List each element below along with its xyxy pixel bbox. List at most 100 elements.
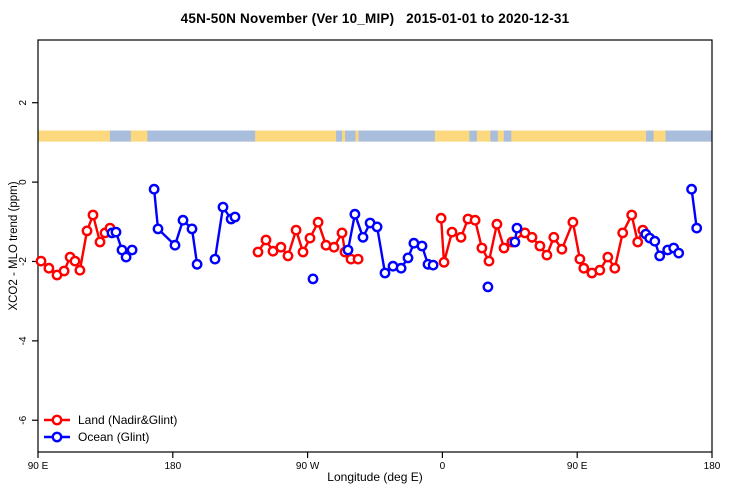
land-data-point <box>567 216 579 228</box>
land-data-point <box>81 225 93 237</box>
ocean-data-point <box>482 281 494 293</box>
axes <box>37 39 713 453</box>
land-data-point <box>282 250 294 262</box>
legend-marker <box>51 414 63 426</box>
legend-entry-ocean: Ocean (Glint) <box>44 430 149 444</box>
land-data-point <box>446 226 458 238</box>
ocean-series-line <box>152 187 199 266</box>
ocean-data-point <box>342 244 354 256</box>
land-data-point <box>526 231 538 243</box>
land-data-point <box>483 255 495 267</box>
land-ocean-band <box>38 130 712 142</box>
land-data-point <box>275 241 287 253</box>
ocean-data-point <box>177 214 189 226</box>
legend-label: Ocean (Glint) <box>78 430 149 444</box>
ocean-data-point <box>152 223 164 235</box>
ocean-data-point <box>217 201 229 213</box>
x-tick-label: 90 E <box>567 461 588 472</box>
land-data-point <box>252 246 264 258</box>
x-tick-label: 90 W <box>296 461 320 472</box>
ocean-data-point <box>511 222 523 234</box>
land-data-point <box>632 236 644 248</box>
y-axis: 2 0 -2 -4 -6 <box>18 99 38 425</box>
ocean-data-point <box>649 235 661 247</box>
ocean-data-point <box>686 183 697 195</box>
ocean-data-point <box>229 211 241 223</box>
ocean-data-point <box>120 251 132 263</box>
land-series <box>35 209 649 281</box>
land-data-point <box>602 251 614 263</box>
x-axis-label: Longitude (deg E) <box>327 470 423 484</box>
plot-border <box>37 39 713 453</box>
land-data-point <box>267 245 279 257</box>
band-ocean-segment <box>336 130 343 142</box>
y-tick-label: -4 <box>18 336 29 345</box>
band-ocean-segment <box>469 130 477 142</box>
land-data-point <box>304 232 316 244</box>
ocean-data-point <box>379 267 391 279</box>
land-data-point <box>594 264 606 276</box>
land-data-point <box>498 242 510 254</box>
ocean-data-point <box>110 226 122 238</box>
land-data-point <box>297 246 309 258</box>
land-data-point <box>438 256 450 268</box>
land-data-point <box>352 253 364 265</box>
ocean-series-line <box>690 187 698 230</box>
x-tick-label: 180 <box>704 461 721 472</box>
land-data-point <box>43 262 55 274</box>
y-tick-label: -2 <box>18 257 29 266</box>
ocean-data-point <box>402 252 414 264</box>
x-tick-label: 0 <box>440 461 446 472</box>
x-tick-label: 180 <box>164 461 181 472</box>
land-data-point <box>35 255 47 267</box>
band-ocean-segment <box>503 130 512 142</box>
band-ocean-segment <box>345 130 356 142</box>
land-data-point <box>534 240 546 252</box>
ocean-data-point <box>371 221 383 233</box>
ocean-data-point <box>191 258 203 270</box>
legend-label: Land (Nadir&Glint) <box>78 413 177 427</box>
ocean-data-point <box>395 262 407 274</box>
y-tick-label: 0 <box>18 179 29 185</box>
ocean-data-point <box>148 183 160 195</box>
ocean-data-point <box>673 247 685 259</box>
legend: Land (Nadir&Glint) Ocean (Glint) <box>44 413 177 444</box>
land-data-point <box>290 224 302 236</box>
land-data-point <box>469 214 481 226</box>
land-data-point <box>574 253 586 265</box>
ocean-data-point <box>186 223 198 235</box>
land-data-point <box>617 227 629 239</box>
band-ocean-segment <box>358 130 435 142</box>
land-data-point <box>94 236 106 248</box>
ocean-data-point <box>307 273 319 285</box>
land-data-point <box>328 241 340 253</box>
x-tick-label: 90 E <box>28 461 49 472</box>
ocean-data-point <box>416 240 428 252</box>
band-ocean-segment <box>490 130 498 142</box>
land-data-point <box>548 231 560 243</box>
band-ocean-segment <box>646 130 712 142</box>
ocean-data-point <box>691 222 703 234</box>
legend-marker <box>51 431 63 443</box>
ocean-series <box>106 183 703 293</box>
land-data-point <box>491 218 503 230</box>
ocean-data-point <box>357 231 369 243</box>
land-data-point <box>626 209 638 221</box>
ocean-data-point <box>169 239 181 251</box>
land-data-point <box>87 209 99 221</box>
land-data-point <box>336 227 348 239</box>
land-data-point <box>74 264 86 276</box>
band-ocean-segment <box>147 130 256 142</box>
land-data-point <box>312 216 324 228</box>
legend-entry-land: Land (Nadir&Glint) <box>44 413 177 427</box>
land-data-point <box>58 265 70 277</box>
ocean-data-point <box>509 236 521 248</box>
land-data-point <box>435 212 447 224</box>
band-ocean-segment <box>109 130 131 142</box>
ocean-data-point <box>427 259 439 271</box>
land-data-point <box>556 243 568 255</box>
y-tick-label: 2 <box>18 99 29 105</box>
band-land-patch <box>653 130 666 142</box>
